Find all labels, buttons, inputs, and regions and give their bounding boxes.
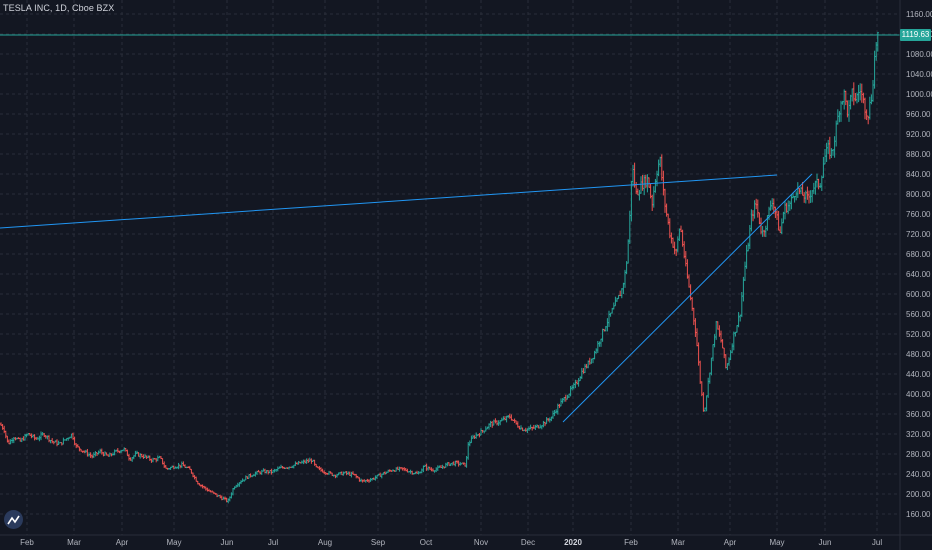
y-tick-label: 560.00 [906,310,931,319]
y-tick-label: 280.00 [906,450,931,459]
x-tick-label: Dec [521,538,535,547]
x-tick-label: 2020 [564,538,582,547]
trendlines [0,173,813,423]
y-tick-label: 600.00 [906,290,931,299]
y-tick-label: 1080.00 [906,50,932,59]
x-tick-label: Apr [116,538,129,547]
y-tick-label: 640.00 [906,270,931,279]
y-tick-label: 880.00 [906,150,931,159]
y-tick-label: 320.00 [906,430,931,439]
x-tick-label: Jul [268,538,278,547]
trendline-upper [0,174,778,229]
x-tick-label: Mar [67,538,81,547]
x-tick-label: Jun [221,538,234,547]
y-tick-label: 240.00 [906,470,931,479]
y-tick-label: 840.00 [906,170,931,179]
x-tick-label: May [769,538,784,547]
time-axis: Feb Mar Apr May Jun Jul Aug Sep Oct Nov Dec 2020 Feb… [0,534,932,547]
y-tick-label: 920.00 [906,130,931,139]
grid-lines [0,0,900,535]
y-tick-label: 480.00 [906,350,931,359]
y-tick-label: 1160.00 [906,10,932,19]
x-tick-label: Feb [624,538,638,547]
x-tick-label: Jun [819,538,832,547]
trendline-rising [562,173,813,423]
x-tick-label: Nov [474,538,488,547]
y-tick-label: 800.00 [906,190,931,199]
y-tick-label: 960.00 [906,110,931,119]
tradingview-logo-icon[interactable] [4,510,23,529]
price-bars [0,31,879,504]
x-tick-label: Aug [318,538,332,547]
y-tick-label: 1000.00 [906,90,932,99]
x-tick-label: Mar [671,538,685,547]
price-axis: 160.00 200.00 240.00 280.00 320.00 360.00 400.… [899,0,932,550]
x-tick-label: Apr [724,538,737,547]
x-tick-label: Feb [20,538,34,547]
y-tick-label: 400.00 [906,390,931,399]
y-tick-label: 520.00 [906,330,931,339]
x-tick-label: May [166,538,181,547]
y-tick-label: 760.00 [906,210,931,219]
x-tick-label: Oct [420,538,433,547]
x-tick-label: Jul [872,538,882,547]
y-tick-label: 200.00 [906,490,931,499]
y-tick-label: 720.00 [906,230,931,239]
y-tick-label: 1040.00 [906,70,932,79]
chart-title: TESLA INC, 1D, Cboe BZX [3,3,115,13]
y-tick-label: 440.00 [906,370,931,379]
y-tick-label: 680.00 [906,250,931,259]
current-price-label: 1119.63 [900,29,931,41]
y-tick-label: 360.00 [906,410,931,419]
y-tick-label: 160.00 [906,510,931,519]
x-tick-label: Sep [371,538,386,547]
